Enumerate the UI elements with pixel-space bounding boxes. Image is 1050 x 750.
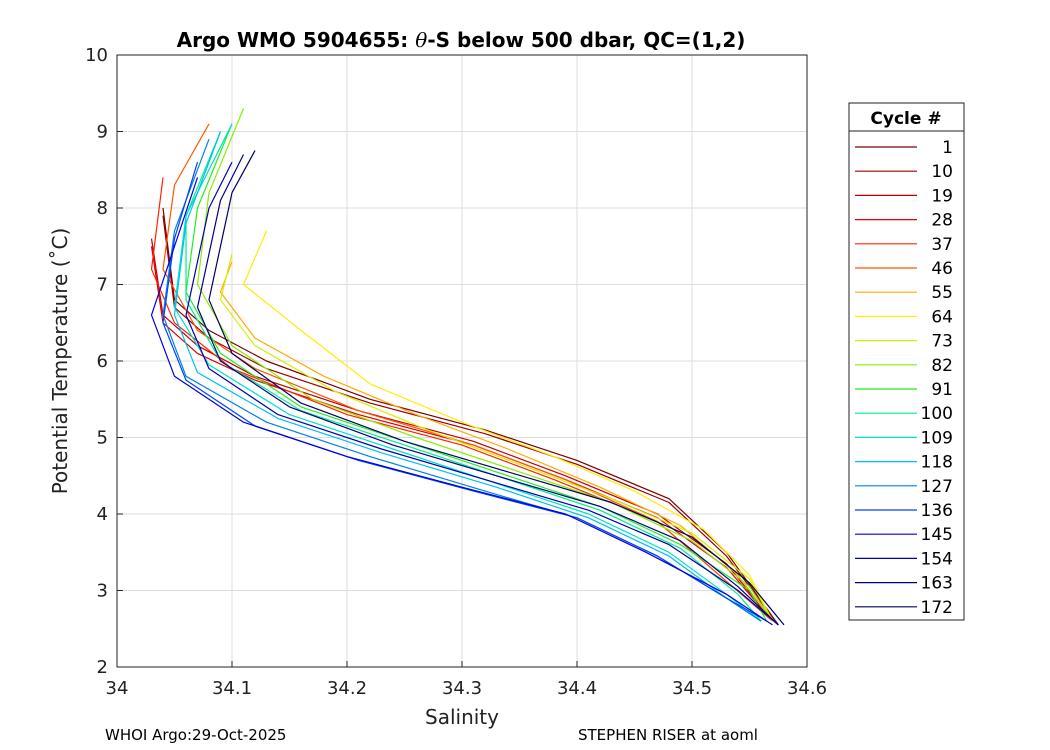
legend-label: 100: [921, 404, 953, 424]
footer-credit: STEPHEN RISER at aoml: [578, 726, 758, 744]
legend-label: 19: [931, 186, 953, 206]
y-tick-label: 6: [97, 351, 108, 372]
legend-label: 46: [931, 259, 953, 279]
legend: Cycle # 1 10 19 28 37 46 55 64 73 82 91 100 109 118 12…: [848, 102, 965, 621]
y-tick-label: 7: [97, 275, 108, 296]
chart-title: Argo WMO 5904655: θ-S below 500 dbar, QC…: [177, 28, 746, 52]
x-tick-label: 34.6: [787, 678, 827, 699]
legend-label: 154: [921, 549, 953, 569]
x-axis-label: Salinity: [425, 705, 499, 729]
series-line-cycle-145: [150, 177, 773, 626]
legend-label: 1: [942, 138, 953, 158]
legend-label: 28: [931, 211, 953, 231]
legend-label: 127: [921, 477, 953, 497]
x-tick-label: 34.4: [557, 678, 597, 699]
legend-label: 163: [921, 574, 953, 594]
y-tick-label: 9: [97, 122, 108, 143]
legend-label: 37: [931, 235, 953, 255]
y-tick-label: 10: [85, 45, 108, 66]
series-line-cycle-109: [173, 123, 762, 622]
footer-date: WHOI Argo:29-Oct-2025: [105, 726, 286, 744]
y-tick-label: 2: [97, 657, 108, 678]
series-line-cycle-118: [173, 131, 762, 622]
legend-title: Cycle #: [870, 109, 941, 129]
legend-label: 73: [931, 332, 953, 352]
y-tick-label: 3: [97, 581, 108, 602]
legend-label: 91: [931, 380, 953, 400]
series-line-cycle-100: [185, 131, 762, 622]
x-tick-label: 34.1: [212, 678, 252, 699]
series-line-cycle-82: [196, 108, 773, 622]
legend-label: 118: [921, 453, 953, 473]
x-tick-label: 34.3: [442, 678, 482, 699]
legend-label: 82: [931, 356, 953, 376]
series-line-cycle-154: [185, 161, 779, 626]
legend-label: 136: [921, 501, 953, 521]
y-tick-label: 8: [97, 198, 108, 219]
legend-label: 172: [921, 598, 953, 618]
series-line-cycle-28: [150, 246, 773, 622]
legend-label: 55: [931, 283, 953, 303]
series-group: [150, 108, 785, 626]
x-tick-label: 34.5: [672, 678, 712, 699]
legend-label: 10: [931, 162, 953, 182]
x-tick-label: 34: [106, 678, 129, 699]
series-line-cycle-73: [219, 253, 774, 622]
series-line-cycle-172: [208, 150, 785, 626]
y-tick-label: 4: [97, 504, 108, 525]
x-tick-label: 34.2: [327, 678, 367, 699]
y-tick-label: 5: [97, 428, 108, 449]
series-line-cycle-163: [196, 154, 779, 626]
legend-label: 145: [921, 525, 953, 545]
legend-label: 64: [931, 307, 953, 327]
legend-label: 109: [921, 428, 953, 448]
series-line-cycle-46: [162, 123, 773, 622]
y-axis-label: Potential Temperature (˚C): [48, 228, 72, 495]
series-line-cycle-64: [242, 230, 774, 622]
legend-items: 1 10 19 28 37 46 55 64 73 82 91 100 109 118 127 136 145 1…: [855, 138, 953, 618]
